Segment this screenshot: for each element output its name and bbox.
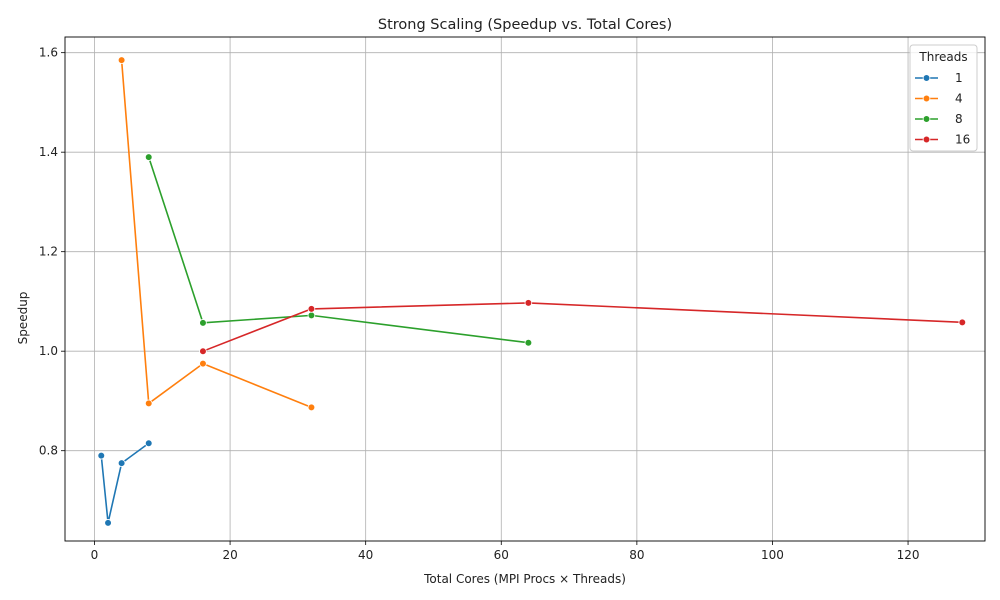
- plot-frame: [64, 36, 986, 542]
- legend-marker: [922, 74, 931, 82]
- x-axis-label: Total Cores (MPI Procs × Threads): [423, 572, 626, 586]
- legend-marker: [922, 94, 931, 103]
- data-point: [307, 305, 316, 313]
- legend-item: 4: [915, 92, 963, 106]
- legend-box: [909, 44, 978, 152]
- legend-item: 16: [915, 133, 970, 147]
- data-point: [144, 399, 153, 408]
- series-1: [97, 439, 153, 527]
- data-point: [199, 319, 207, 327]
- y-axis-label: Speedup: [16, 292, 30, 345]
- x-tick-label: 0: [91, 548, 99, 562]
- series-layer: [97, 56, 967, 527]
- x-tick-label: 100: [761, 548, 784, 562]
- legend-label: 16: [955, 133, 970, 147]
- y-axis: 0.8 1.0 1.2 1.4 1.6: [39, 46, 65, 458]
- legend-label: 8: [955, 112, 963, 126]
- data-point: [958, 318, 967, 327]
- y-tick-label: 1.2: [39, 245, 58, 259]
- data-point: [524, 338, 533, 347]
- legend: Threads 1 4 8 16: [909, 44, 978, 152]
- legend-marker: [922, 115, 931, 123]
- data-point: [144, 439, 153, 448]
- data-point: [97, 451, 106, 460]
- series-8: [144, 153, 533, 347]
- series-4: [117, 56, 316, 412]
- x-tick-label: 20: [222, 548, 237, 562]
- legend-item: 8: [915, 112, 963, 126]
- legend-label: 4: [955, 92, 963, 106]
- series-line: [147, 156, 529, 344]
- data-point: [144, 153, 153, 161]
- legend-item: 1: [915, 71, 963, 85]
- grid: [65, 37, 985, 541]
- data-point: [104, 519, 112, 527]
- y-tick-label: 1.0: [39, 344, 58, 358]
- series-line: [202, 302, 963, 352]
- y-tick-label: 1.4: [39, 145, 58, 159]
- series-line: [100, 442, 150, 524]
- x-axis: 0 20 40 60 80 100 120: [91, 541, 920, 562]
- data-point: [524, 299, 533, 307]
- data-point: [307, 311, 316, 320]
- y-tick-label: 1.6: [39, 46, 58, 60]
- series-16: [199, 299, 967, 355]
- legend-label: 1: [955, 71, 963, 85]
- data-point: [117, 459, 126, 467]
- data-point: [117, 56, 126, 64]
- chart-title: Strong Scaling (Speedup vs. Total Cores): [378, 17, 672, 33]
- y-tick-label: 0.8: [39, 444, 58, 458]
- x-tick-label: 80: [629, 548, 644, 562]
- data-point: [307, 403, 316, 412]
- series-line: [120, 60, 312, 409]
- x-tick-label: 60: [494, 548, 509, 562]
- x-tick-label: 120: [897, 548, 920, 562]
- legend-marker: [922, 135, 931, 144]
- data-point: [199, 347, 207, 355]
- legend-title: Threads: [918, 50, 967, 64]
- data-point: [199, 359, 207, 368]
- x-tick-label: 40: [358, 548, 373, 562]
